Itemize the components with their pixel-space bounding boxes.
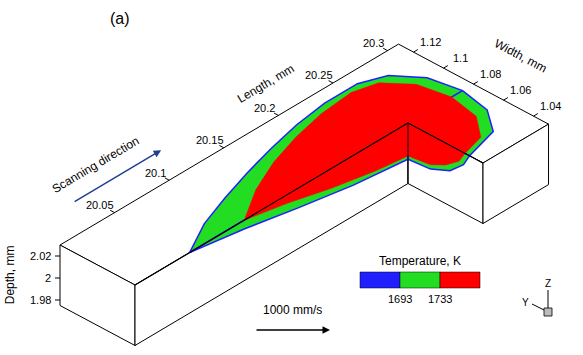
svg-text:20.2: 20.2	[254, 102, 275, 114]
svg-text:Scanning direction: Scanning direction	[50, 134, 142, 196]
svg-text:1.04: 1.04	[540, 100, 561, 112]
svg-text:1.12: 1.12	[420, 36, 441, 48]
svg-text:1.98: 1.98	[30, 294, 51, 306]
svg-text:1.06: 1.06	[510, 84, 531, 96]
svg-text:1000 mm/s: 1000 mm/s	[263, 303, 322, 317]
svg-text:2.02: 2.02	[30, 250, 51, 262]
svg-text:Z: Z	[545, 278, 551, 289]
svg-text:Y: Y	[522, 297, 529, 308]
svg-text:20.3: 20.3	[363, 37, 384, 49]
svg-text:1.1: 1.1	[453, 52, 468, 64]
svg-text:20.15: 20.15	[196, 134, 224, 146]
svg-text:Temperature, K: Temperature, K	[379, 254, 461, 268]
svg-text:(a): (a)	[110, 10, 130, 27]
svg-text:Depth, mm: Depth, mm	[3, 246, 17, 305]
svg-text:1.08: 1.08	[480, 68, 501, 80]
svg-text:20.1: 20.1	[145, 167, 166, 179]
svg-text:1733: 1733	[428, 293, 452, 305]
svg-text:2: 2	[45, 272, 51, 284]
svg-text:20.25: 20.25	[305, 69, 333, 81]
svg-text:Length, mm: Length, mm	[235, 61, 297, 105]
svg-text:20.05: 20.05	[86, 199, 114, 211]
svg-text:Width, mm: Width, mm	[492, 36, 549, 75]
svg-text:1693: 1693	[388, 293, 412, 305]
